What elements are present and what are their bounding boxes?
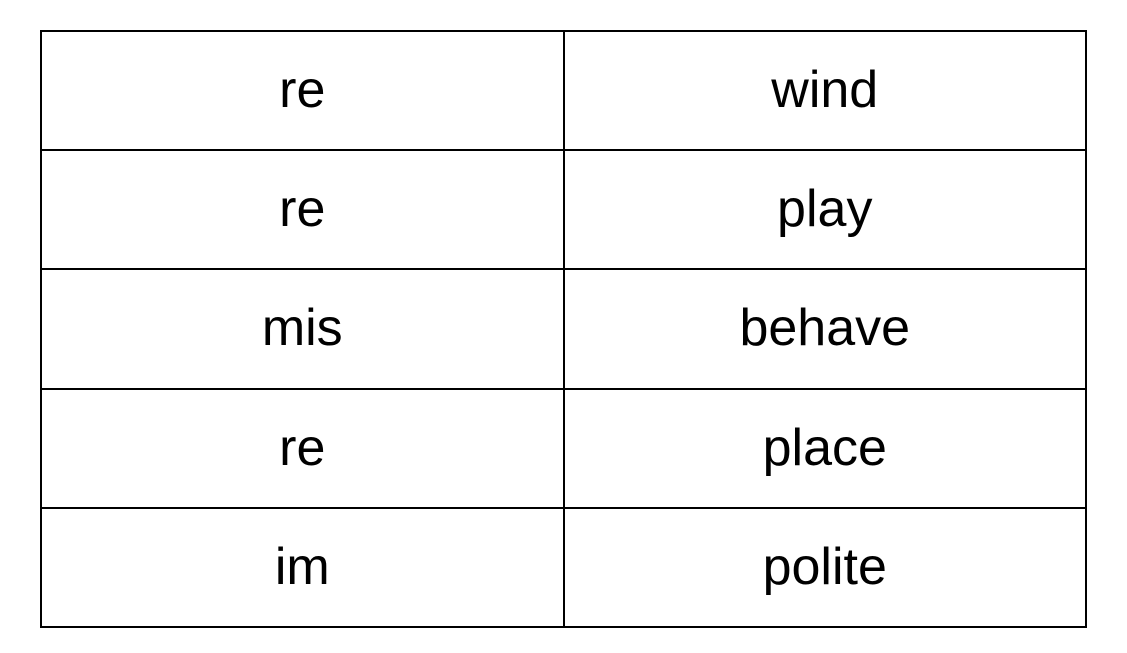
root-cell: play (564, 150, 1087, 269)
prefix-cell: mis (41, 269, 564, 388)
root-cell: place (564, 389, 1087, 508)
prefix-cell: re (41, 31, 564, 150)
root-cell: behave (564, 269, 1087, 388)
prefix-cell: re (41, 389, 564, 508)
table-row: mis behave (41, 269, 1086, 388)
prefix-cell: re (41, 150, 564, 269)
table-row: re place (41, 389, 1086, 508)
table-row: re wind (41, 31, 1086, 150)
prefix-cell: im (41, 508, 564, 627)
root-cell: polite (564, 508, 1087, 627)
table-row: im polite (41, 508, 1086, 627)
root-cell: wind (564, 31, 1087, 150)
prefix-root-table: re wind re play mis behave re place im p… (40, 30, 1087, 628)
table-body: re wind re play mis behave re place im p… (41, 31, 1086, 627)
table-row: re play (41, 150, 1086, 269)
